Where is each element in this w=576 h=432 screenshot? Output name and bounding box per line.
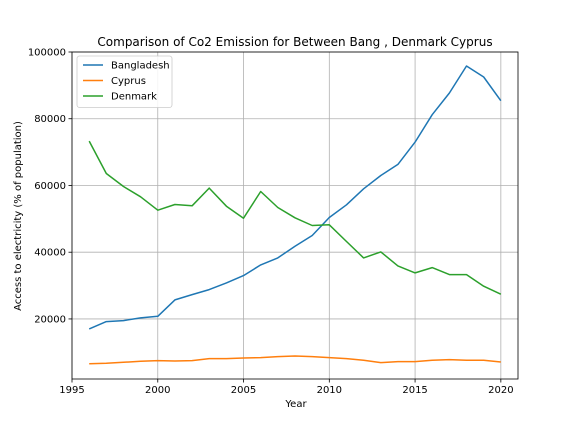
y-tick-label: 100000	[28, 48, 66, 59]
y-tick-label: 60000	[34, 181, 66, 192]
legend: Bangladesh Cyprus Denmark	[76, 55, 173, 108]
legend-label-denmark: Denmark	[111, 92, 157, 103]
legend-box	[76, 55, 173, 108]
x-tick-label: 2020	[488, 385, 513, 396]
axis-ticks: 1995 2000 2005 2010 2015 2020 20000 40000 60000 8…	[28, 48, 514, 397]
series-line-denmark	[88, 140, 502, 295]
series-line-bangladesh	[88, 65, 502, 330]
x-tick-label: 2015	[402, 385, 427, 396]
x-axis-label: Year	[284, 399, 307, 410]
y-tick-label: 40000	[34, 248, 66, 259]
chart-title: Comparison of Co2 Emission for Between B…	[97, 35, 492, 49]
y-axis-label: Access to electricity (% of population)	[13, 121, 24, 311]
legend-label-bangladesh: Bangladesh	[111, 61, 170, 72]
plot-area-frame	[71, 51, 519, 380]
x-tick-label: 2005	[231, 385, 256, 396]
legend-label-cyprus: Cyprus	[111, 76, 146, 87]
y-tick-label: 80000	[34, 114, 66, 125]
x-tick-label: 2000	[145, 385, 170, 396]
y-tick-label: 20000	[34, 314, 66, 325]
x-tick-label: 1995	[59, 385, 84, 396]
series-line-cyprus	[89, 355, 501, 365]
x-tick-label: 2010	[317, 385, 342, 396]
series-lines	[88, 65, 502, 365]
